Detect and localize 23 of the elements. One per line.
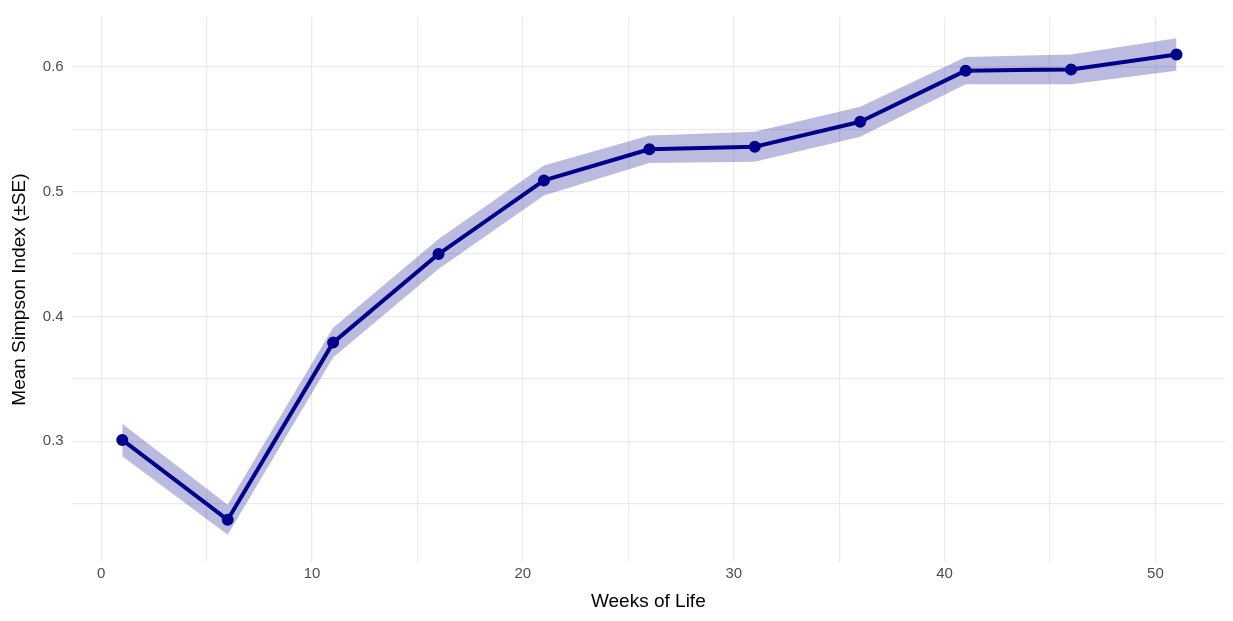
x-tick-label: 20 [514,564,532,582]
y-tick-label: 0.6 [42,57,64,75]
x-tick-label: 30 [725,564,743,582]
x-tick-label: 0 [97,564,106,582]
y-tick-label: 0.5 [42,181,64,199]
point [1170,48,1183,61]
x-tick-label: 40 [936,564,953,582]
point [643,143,656,156]
point [327,336,340,349]
point [432,248,445,261]
y-tick-label: 0.3 [42,431,64,449]
x-tick-label: 10 [303,564,321,582]
point [1065,63,1078,76]
point [537,174,550,187]
point [959,64,972,77]
point [748,140,761,153]
point [116,433,129,446]
point [854,115,867,128]
x-tick-label: 50 [1147,564,1164,582]
y-axis-title: Mean Simpson Index (±SE) [7,173,29,406]
point [221,513,234,526]
x-axis-title: Weeks of Life [590,589,706,611]
y-tick-label: 0.4 [42,306,64,324]
